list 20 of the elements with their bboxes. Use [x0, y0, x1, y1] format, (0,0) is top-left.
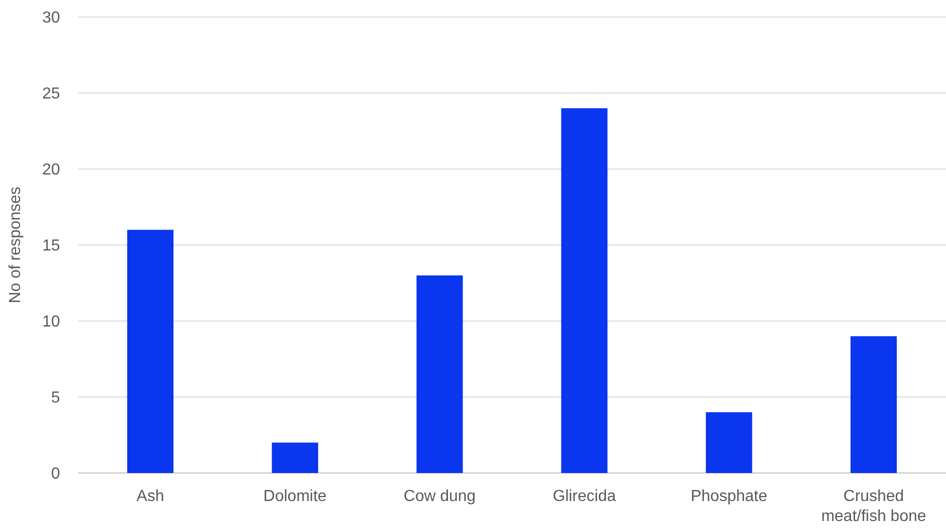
y-axis-title: No of responses: [7, 186, 24, 304]
bar: [127, 230, 174, 473]
x-tick-label: Dolomite: [263, 488, 327, 505]
bar: [561, 108, 608, 473]
bar: [272, 442, 318, 473]
y-tick-label: 30: [42, 10, 60, 27]
y-tick-label: 0: [51, 466, 60, 483]
x-tick-label: Cow dung: [404, 488, 476, 505]
y-tick-label: 10: [42, 314, 60, 331]
x-tick-label: Ash: [136, 488, 164, 505]
bar: [706, 412, 752, 473]
y-tick-label: 5: [51, 390, 60, 407]
bar: [416, 275, 463, 473]
x-tick-label: Glirecida: [552, 488, 616, 505]
x-tick-label: Phosphate: [690, 488, 768, 505]
x-tick-label: Crushed meat/fish bone: [821, 488, 926, 525]
bar: [850, 336, 897, 473]
y-tick-label: 15: [42, 238, 60, 255]
y-tick-label: 25: [42, 86, 60, 103]
y-tick-label: 20: [42, 162, 60, 179]
